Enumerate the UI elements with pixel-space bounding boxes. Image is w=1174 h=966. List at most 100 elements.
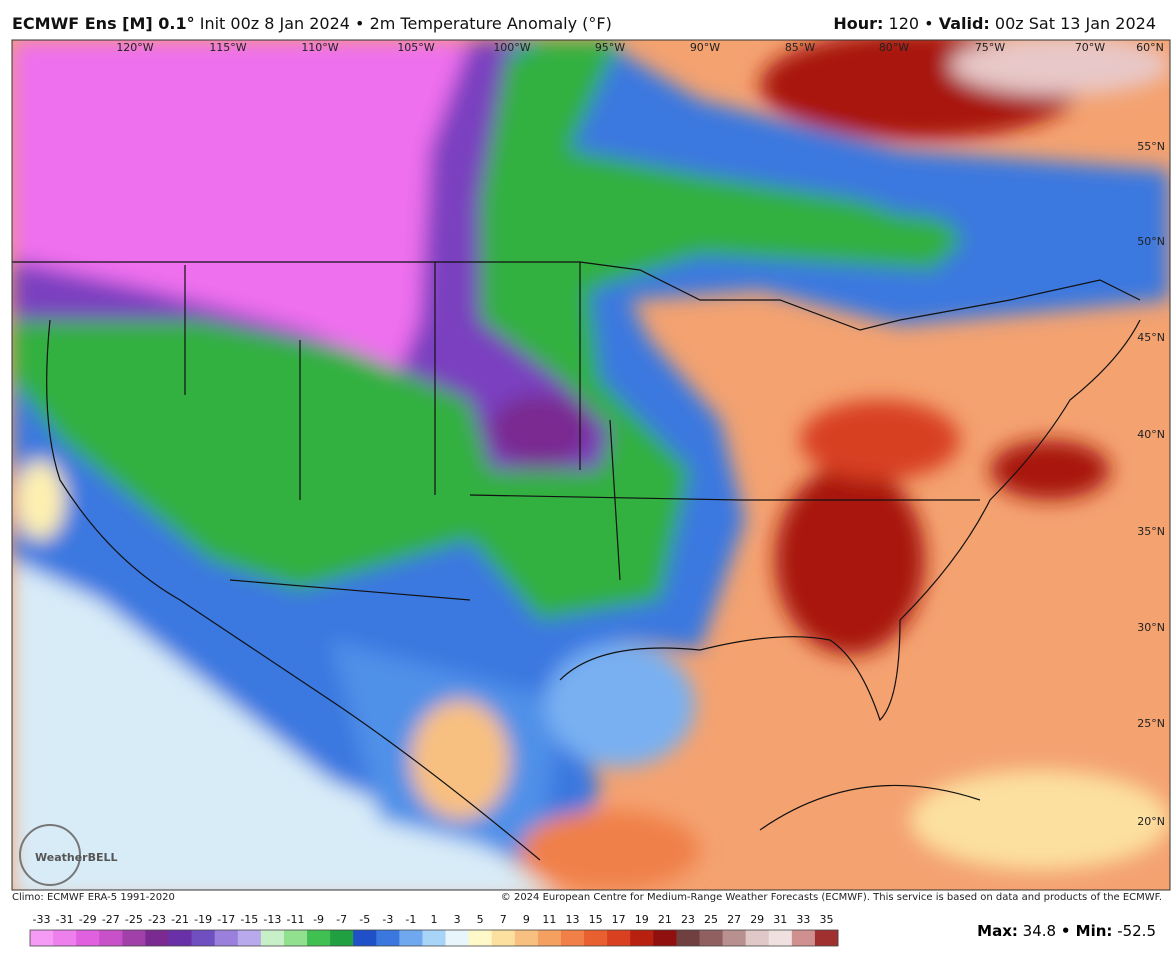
colorbar-swatch bbox=[214, 930, 239, 946]
header-left: ECMWF Ens [M] 0.1° Init 00z 8 Jan 2024 •… bbox=[12, 14, 612, 33]
colorbar-label: -5 bbox=[359, 913, 370, 926]
colorbar-swatch bbox=[422, 930, 447, 946]
lat-label: 25°N bbox=[1137, 717, 1165, 730]
colorbar-label: -33 bbox=[33, 913, 51, 926]
colorbar-swatch bbox=[537, 930, 562, 946]
colorbar-label: 21 bbox=[658, 913, 672, 926]
colorbar-swatch bbox=[145, 930, 170, 946]
hour-label: Hour: bbox=[833, 14, 884, 33]
lon-label: 105°W bbox=[397, 41, 434, 54]
header-right: Hour: 120 • Valid: 00z Sat 13 Jan 2024 bbox=[833, 14, 1156, 33]
colorbar-label: 33 bbox=[796, 913, 810, 926]
colorbar-label: -19 bbox=[194, 913, 212, 926]
colorbar-label: -7 bbox=[336, 913, 347, 926]
colorbar-swatch bbox=[283, 930, 308, 946]
colorbar-swatch bbox=[722, 930, 747, 946]
colorbar-swatch bbox=[745, 930, 770, 946]
lon-label: 90°W bbox=[690, 41, 720, 54]
colorbar-label: 1 bbox=[431, 913, 438, 926]
colorbar-swatch bbox=[676, 930, 700, 946]
boundaries bbox=[12, 261, 1141, 861]
colorbar-swatch bbox=[699, 930, 724, 946]
colorbar-label: 11 bbox=[542, 913, 556, 926]
colorbar-swatch bbox=[445, 930, 470, 946]
anomaly-field bbox=[12, 40, 1170, 890]
colorbar-label: -9 bbox=[313, 913, 324, 926]
lon-label: 60°N bbox=[1136, 41, 1164, 54]
colorbar-swatch bbox=[653, 930, 677, 946]
colorbar-swatch bbox=[584, 930, 608, 946]
colorbar-swatch bbox=[53, 930, 77, 946]
colorbar-frame bbox=[29, 929, 839, 947]
colorbar-label: -29 bbox=[79, 913, 97, 926]
lat-label: 40°N bbox=[1137, 428, 1165, 441]
colorbar-swatch bbox=[30, 930, 54, 946]
max-label: Max: bbox=[977, 922, 1018, 940]
colorbar-label: 9 bbox=[523, 913, 530, 926]
colorbar-label: -11 bbox=[287, 913, 305, 926]
colorbar-swatch bbox=[468, 930, 493, 946]
colorbar-label: 17 bbox=[612, 913, 626, 926]
colorbar-swatch bbox=[607, 930, 631, 946]
colorbar-label: 19 bbox=[635, 913, 649, 926]
colorbar-label: -3 bbox=[382, 913, 393, 926]
colorbar-label: 29 bbox=[750, 913, 764, 926]
hour: 120 • bbox=[888, 14, 934, 33]
colorbar-label: 27 bbox=[727, 913, 741, 926]
colorbar-label: 7 bbox=[500, 913, 507, 926]
lon-label: 95°W bbox=[595, 41, 625, 54]
colorbar-swatch bbox=[376, 930, 400, 946]
min-value: -52.5 bbox=[1117, 922, 1156, 940]
colorbar-swatch bbox=[168, 930, 193, 946]
colorbar-label: 15 bbox=[589, 913, 603, 926]
colorbar-swatch bbox=[399, 930, 423, 946]
logo-text: WeatherBELL bbox=[35, 851, 118, 864]
model: ECMWF Ens [M] 0.1° bbox=[12, 14, 195, 33]
colorbar-label: 35 bbox=[819, 913, 833, 926]
colorbar-swatch bbox=[99, 930, 123, 946]
colorbar-label: -25 bbox=[125, 913, 143, 926]
map-frame bbox=[11, 39, 1171, 891]
colorbar-label: -31 bbox=[56, 913, 74, 926]
stats: Max: 34.8 • Min: -52.5 bbox=[977, 922, 1156, 940]
copyright: © 2024 European Centre for Medium-Range … bbox=[500, 892, 1162, 903]
lon-label: 115°W bbox=[209, 41, 246, 54]
lon-label: 85°W bbox=[785, 41, 815, 54]
colorbar-swatch bbox=[330, 930, 354, 946]
colorbar-label: -13 bbox=[263, 913, 281, 926]
colorbar-label: 3 bbox=[454, 913, 461, 926]
valid-time: 00z Sat 13 Jan 2024 bbox=[994, 14, 1156, 33]
colorbar-swatch bbox=[791, 930, 816, 946]
colorbar-label: -15 bbox=[240, 913, 258, 926]
colorbar-swatch bbox=[237, 930, 262, 946]
min-label: • Min: bbox=[1060, 922, 1113, 940]
lon-label: 80°W bbox=[879, 41, 909, 54]
subtitle: Init 00z 8 Jan 2024 • 2m Temperature Ano… bbox=[199, 14, 612, 33]
colorbar-swatch bbox=[307, 930, 331, 946]
valid-label: Valid: bbox=[938, 14, 990, 33]
colorbar-swatch bbox=[814, 930, 839, 946]
colorbar-label: -21 bbox=[171, 913, 189, 926]
colorbar-label: -27 bbox=[102, 913, 120, 926]
lat-label: 50°N bbox=[1137, 235, 1165, 248]
colorbar-swatch bbox=[491, 930, 516, 946]
lon-label: 100°W bbox=[493, 41, 530, 54]
lat-label: 45°N bbox=[1137, 331, 1165, 344]
logo-ring bbox=[19, 824, 81, 886]
colorbar-swatch bbox=[353, 930, 377, 946]
colorbar-swatch bbox=[560, 930, 585, 946]
colorbar-label: 31 bbox=[773, 913, 787, 926]
lon-label: 70°W bbox=[1075, 41, 1105, 54]
max-value: 34.8 bbox=[1022, 922, 1057, 940]
lon-label: 110°W bbox=[301, 41, 338, 54]
lon-label: 75°W bbox=[975, 41, 1005, 54]
lat-label: 55°N bbox=[1137, 140, 1165, 153]
colorbar-swatch bbox=[768, 930, 793, 946]
colorbar-label: 5 bbox=[477, 913, 484, 926]
lon-label: 120°W bbox=[116, 41, 153, 54]
lat-label: 35°N bbox=[1137, 525, 1165, 538]
colorbar-swatch bbox=[260, 930, 285, 946]
colorbar-swatch bbox=[514, 930, 539, 946]
